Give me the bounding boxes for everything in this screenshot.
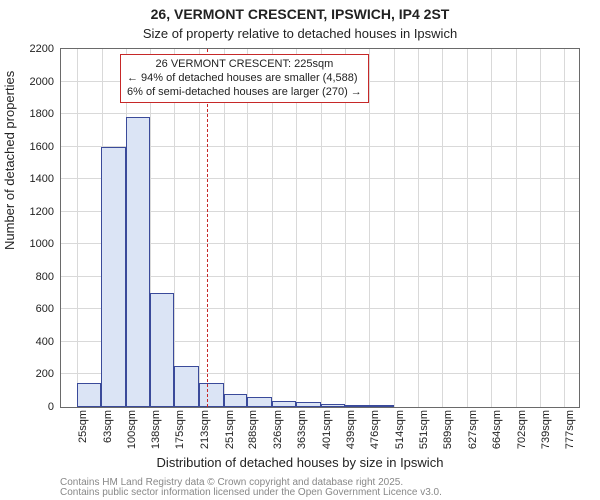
histogram-bar (369, 405, 394, 407)
gridline-v (418, 49, 419, 407)
ytick-label: 1400 (30, 173, 54, 185)
xtick-label: 138sqm (150, 410, 162, 450)
xtick-label: 702sqm (516, 410, 528, 450)
ytick-label: 1800 (30, 108, 54, 120)
gridline-v (394, 49, 395, 407)
xtick-label: 551sqm (418, 410, 430, 450)
ytick-label: 200 (36, 368, 54, 380)
ytick-label: 600 (36, 303, 54, 315)
xtick-label: 251sqm (224, 410, 236, 450)
xtick-label: 514sqm (394, 410, 406, 450)
xtick-label: 739sqm (540, 410, 552, 450)
y-axis-label: Number of detached properties (2, 71, 17, 250)
ytick-label: 0 (48, 401, 54, 413)
ytick-label: 800 (36, 271, 54, 283)
histogram-bar (101, 147, 126, 407)
gridline-v (491, 49, 492, 407)
histogram-bar (321, 404, 346, 407)
gridline-v (77, 49, 78, 407)
xtick-label: 777sqm (564, 410, 576, 450)
ytick-label: 2200 (30, 43, 54, 55)
ytick-label: 1200 (30, 206, 54, 218)
gridline-v (467, 49, 468, 407)
xtick-label: 326sqm (272, 410, 284, 450)
xtick-label: 439sqm (345, 410, 357, 450)
xtick-label: 589sqm (442, 410, 454, 450)
xtick-label: 213sqm (199, 410, 211, 450)
histogram-bar (199, 383, 224, 407)
xtick-label: 627sqm (467, 410, 479, 450)
ytick-label: 400 (36, 336, 54, 348)
ytick-label: 1000 (30, 238, 54, 250)
xtick-label: 288sqm (247, 410, 259, 450)
xtick-label: 175sqm (174, 410, 186, 450)
histogram-bar (224, 394, 248, 407)
histogram-bar (345, 405, 369, 407)
xtick-label: 664sqm (491, 410, 503, 450)
annotation-line-3: 6% of semi-detached houses are larger (2… (127, 86, 362, 100)
chart-title-1: 26, VERMONT CRESCENT, IPSWICH, IP4 2ST (0, 6, 600, 22)
gridline-v (564, 49, 565, 407)
histogram-bar (247, 397, 272, 407)
xtick-label: 401sqm (321, 410, 333, 450)
annotation-line-2: ← 94% of detached houses are smaller (4,… (127, 72, 362, 86)
histogram-bar (174, 366, 199, 407)
x-axis-label: Distribution of detached houses by size … (0, 455, 600, 470)
xtick-label: 363sqm (296, 410, 308, 450)
gridline-v (369, 49, 370, 407)
xtick-label: 100sqm (126, 410, 138, 450)
histogram-bar (126, 117, 151, 407)
chart-container: 26, VERMONT CRESCENT, IPSWICH, IP4 2ST S… (0, 0, 600, 500)
annotation-box: 26 VERMONT CRESCENT: 225sqm← 94% of deta… (120, 54, 369, 103)
histogram-bar (296, 402, 321, 407)
histogram-bar (77, 383, 101, 407)
xtick-label: 25sqm (77, 410, 89, 450)
histogram-bar (150, 293, 174, 407)
xtick-label: 476sqm (369, 410, 381, 450)
gridline-v (442, 49, 443, 407)
xtick-label: 63sqm (102, 410, 114, 450)
footnote-line-2: Contains public sector information licen… (60, 487, 442, 498)
gridline-v (516, 49, 517, 407)
ytick-label: 2000 (30, 76, 54, 88)
annotation-line-1: 26 VERMONT CRESCENT: 225sqm (127, 58, 362, 72)
chart-title-2: Size of property relative to detached ho… (0, 26, 600, 41)
gridline-v (540, 49, 541, 407)
ytick-label: 1600 (30, 141, 54, 153)
footnote: Contains HM Land Registry data © Crown c… (60, 478, 442, 498)
histogram-bar (272, 401, 296, 408)
